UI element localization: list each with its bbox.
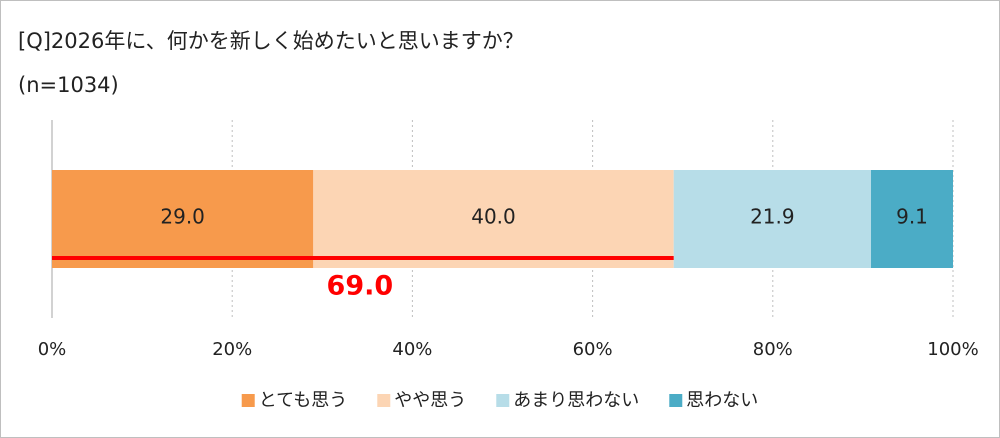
value-label: 40.0 [471,205,516,229]
legend-swatch [377,394,391,407]
x-tick-label: 60% [573,339,613,360]
annotation-label: 69.0 [327,271,394,302]
x-tick-label: 20% [212,339,252,360]
bar-segment [52,170,314,268]
x-tick-label: 40% [392,339,432,360]
legend-label: あまり思わない [513,390,639,411]
x-tick-label: 0% [38,339,67,360]
chart-title: [Q]2026年に、何かを新しく始めたいと思いますか？ [18,29,524,53]
bar-segment [871,170,953,268]
legend-swatch [496,394,510,407]
bar-segment [673,170,872,268]
chart-subtitle: (n=1034) [18,73,119,97]
legend-label: やや思う [394,390,466,411]
legend-label: 思わない [686,390,758,411]
legend-swatch [669,394,683,407]
x-tick-label: 80% [753,339,793,360]
value-label: 9.1 [896,205,928,229]
value-label: 29.0 [160,205,205,229]
bar-segment [313,170,674,268]
legend-label: とても思う [259,390,348,411]
x-tick-label: 100% [927,339,978,360]
value-label: 21.9 [750,205,795,229]
legend-swatch [241,394,255,407]
